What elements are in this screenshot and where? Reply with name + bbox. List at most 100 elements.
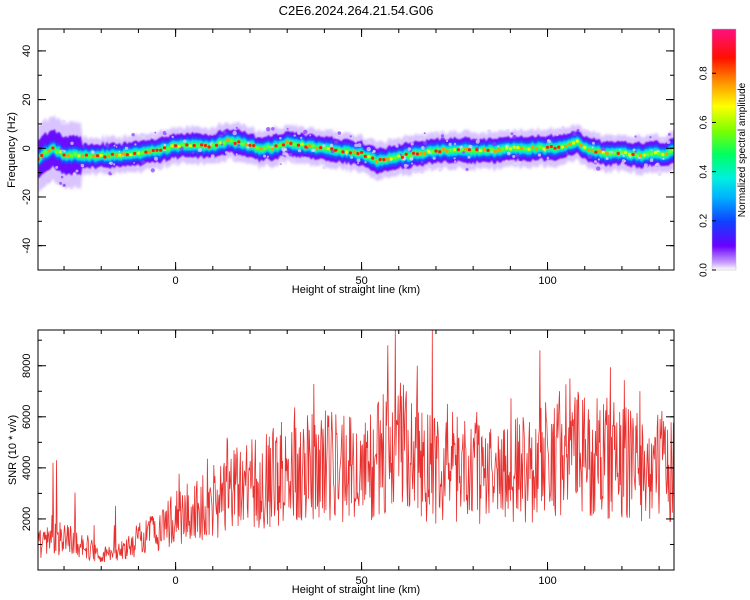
heat-speckle [134,143,137,146]
heat-speckle [374,175,378,179]
heat-speckle [591,141,595,145]
heat-speckle [345,153,348,156]
heat-speckle [518,160,522,164]
heat-core-point [653,151,658,155]
spectrogram-panel: 0 50 100 -40 -20 0 20 40 Height of straight li… [6,28,675,296]
heat-speckle [232,130,237,136]
heat-speckle [497,145,500,148]
heat-core-point [121,152,126,156]
heat-core-point [467,148,471,152]
heat-core-point [77,154,81,158]
heat-core-point [415,152,419,156]
heat-speckle [286,127,289,130]
heat-core-point [207,145,211,149]
heat-core-point [378,157,382,162]
heat-speckle [475,139,480,144]
heat-core-point [125,153,129,157]
snr-x-label: Height of straight line (km) [292,584,420,596]
heat-core-point [404,152,408,156]
heat-speckle [309,134,312,137]
heat-core-point [293,142,297,146]
heat-speckle [288,152,293,157]
heat-speckle [266,127,271,132]
heat-speckle [602,164,605,168]
heat-core-point [572,141,576,145]
heat-core-point [319,146,323,150]
heat-core-point [434,149,438,153]
heat-speckle [178,128,183,133]
heat-speckle [293,134,296,137]
heat-speckle [470,164,473,167]
heat-speckle [490,150,493,154]
heat-speckle [82,145,85,148]
heat-core-point [196,144,200,148]
heat-speckle [389,138,392,141]
heat-speckle [263,154,267,158]
heat-speckle [547,139,550,142]
heat-speckle [419,138,423,141]
y-tick-label: 8000 [21,354,33,378]
heat-core-point [635,154,639,158]
heat-speckle [395,144,399,148]
heat-core-point [84,153,88,157]
heat-speckle [108,162,111,165]
heat-core-point [367,154,371,159]
x-tick-label: 50 [355,575,367,587]
heat-speckle [190,129,193,132]
heat-speckle [300,136,303,140]
heat-speckle [329,143,334,148]
heat-speckle [66,179,68,182]
heat-core-point [363,154,367,158]
heat-core-point [542,147,546,151]
heat-speckle [59,181,63,185]
heat-speckle [154,131,157,134]
heat-speckle [643,163,648,168]
heat-speckle [105,144,110,148]
heat-core-point [103,155,107,159]
heat-speckle [414,171,417,174]
heat-speckle [113,144,116,147]
heat-core-point [345,150,349,154]
heat-speckle [94,141,97,144]
heat-core-point [51,146,55,150]
heat-core-point [586,148,591,152]
heat-speckle [453,157,456,160]
heat-speckle [510,132,514,136]
heat-speckle [403,163,408,168]
colorbar-tick-label: 0.0 [699,263,710,277]
heat-core-point [553,146,557,150]
heat-speckle [462,151,465,154]
heat-speckle [303,129,308,135]
heat-core-point [412,151,416,155]
heat-speckle [80,163,85,168]
colorbar-gradient [712,29,736,270]
heat-core-point [393,156,397,160]
heat-speckle [337,131,342,135]
heat-core-point [118,153,122,157]
heat-core-point [110,152,114,156]
heat-speckle [405,137,408,141]
heat-speckle [649,136,652,139]
heat-core-point [642,153,646,157]
heat-core-point [185,143,189,147]
heat-speckle [224,151,228,154]
heat-speckle [237,144,240,147]
heat-speckle [512,162,517,167]
heat-core-point [148,150,152,154]
heat-speckle [163,144,167,147]
heat-core-point [144,150,148,154]
colorbar-tick-label: 0.8 [699,66,710,80]
heat-core-point [557,145,561,149]
heat-speckle [113,163,116,166]
heat-speckle [656,162,660,166]
spectrogram-x-axis: 0 50 100 [173,29,557,287]
heat-core-point [441,147,445,151]
heat-speckle [210,132,214,136]
heat-speckle [357,143,362,148]
heat-core-point [133,151,137,155]
heat-speckle [367,140,371,144]
heat-speckle [448,142,452,146]
heat-speckle [381,174,385,178]
heat-speckle [556,134,559,136]
heat-speckle [258,135,260,138]
